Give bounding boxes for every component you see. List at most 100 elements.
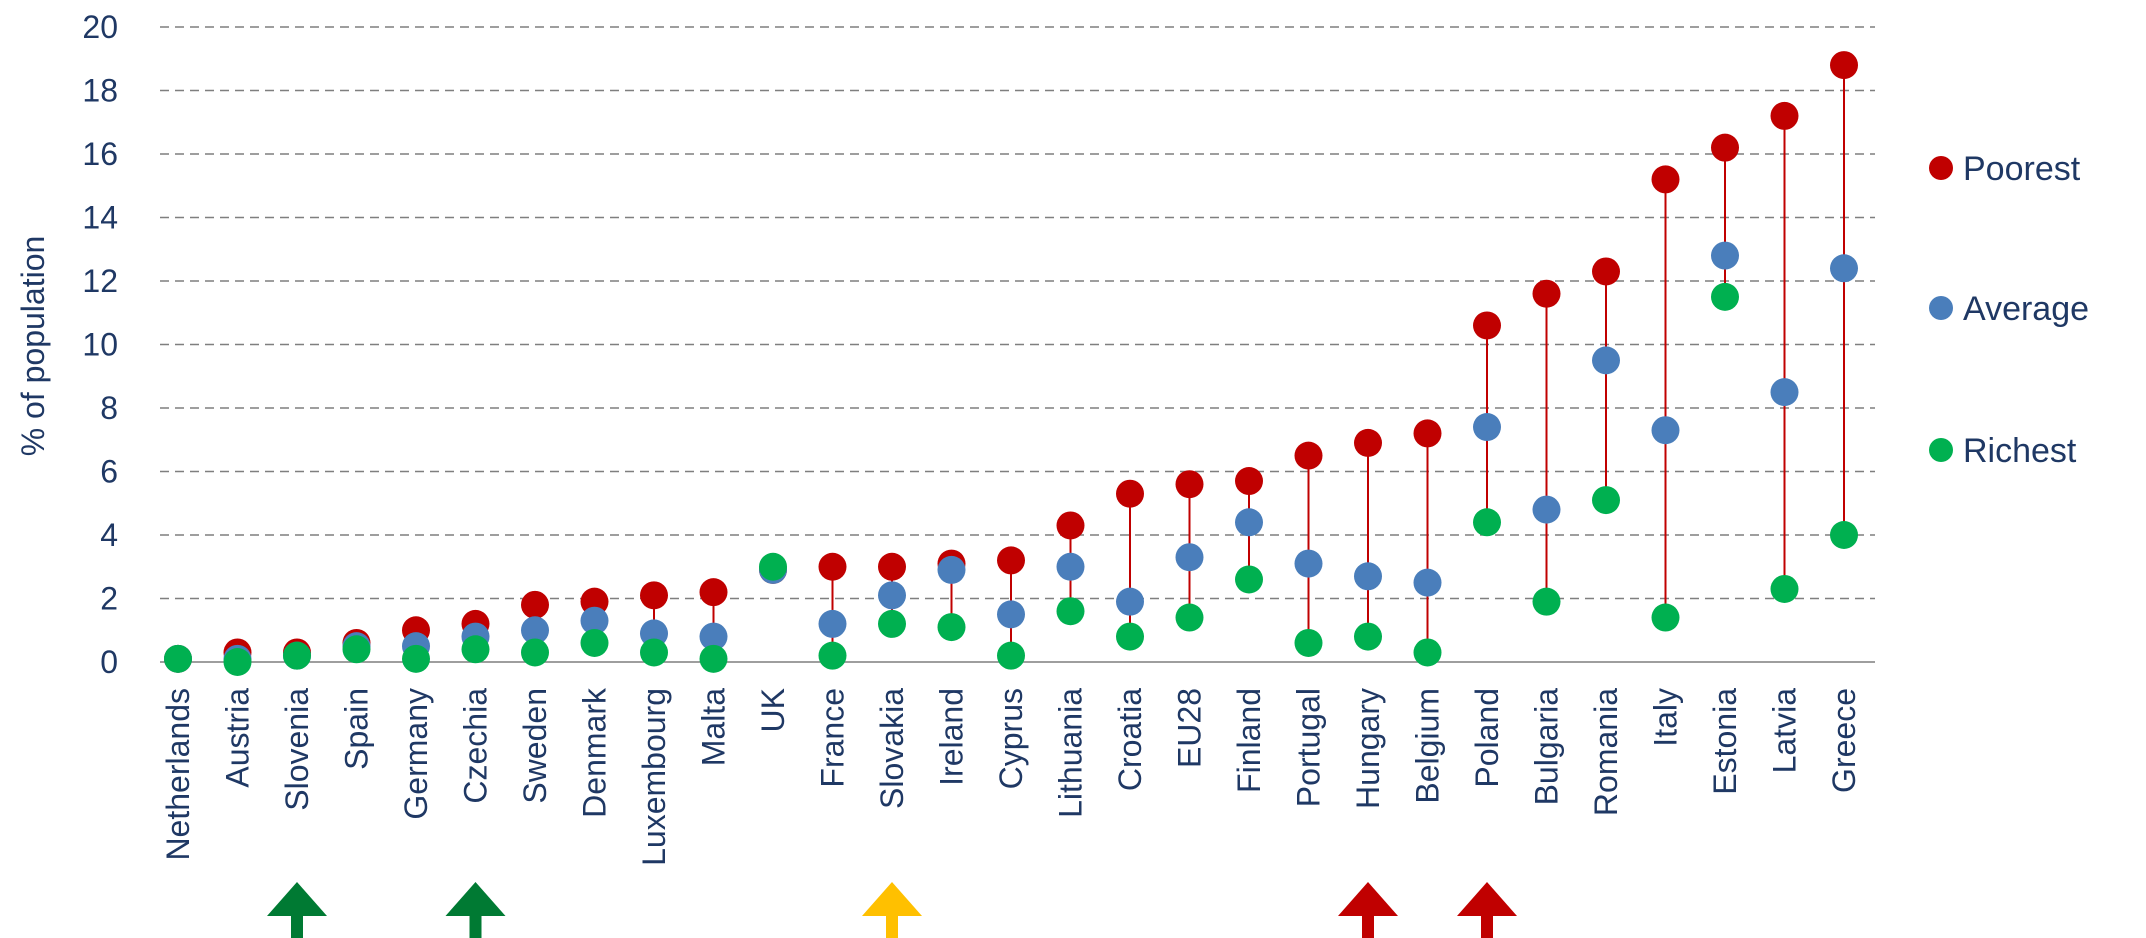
point-poorest: [818, 552, 847, 581]
y-tick-label: 2: [100, 581, 118, 617]
x-category-label: Netherlands: [160, 688, 196, 861]
x-category-label: Poland: [1469, 688, 1505, 788]
x-category-label: Bulgaria: [1529, 688, 1565, 806]
x-category-label: Hungary: [1350, 688, 1386, 809]
point-poorest: [997, 546, 1025, 575]
legend-marker-poorest: [1929, 156, 1953, 180]
point-average: [1830, 254, 1858, 283]
x-category-label: Lithuania: [1053, 688, 1089, 818]
point-poorest: [1711, 133, 1739, 162]
legend-marker-richest: [1929, 438, 1953, 462]
point-richest: [1651, 603, 1680, 632]
data-points: [164, 51, 1858, 676]
legend-label-richest: Richest: [1963, 432, 2077, 470]
x-category-label: Cyprus: [993, 688, 1029, 789]
point-average: [580, 606, 609, 635]
point-richest: [1116, 622, 1144, 651]
point-average: [878, 581, 906, 610]
x-category-label: Romania: [1588, 688, 1624, 816]
point-poorest: [1592, 257, 1620, 286]
point-poorest: [699, 578, 728, 607]
point-richest: [937, 613, 966, 642]
point-richest: [1830, 521, 1858, 549]
point-richest: [1592, 486, 1620, 515]
arrow-head-slovenia: [267, 882, 327, 916]
x-category-label: Slovakia: [874, 688, 910, 809]
point-average: [521, 616, 549, 645]
y-tick-label: 14: [82, 200, 118, 236]
point-richest: [699, 644, 728, 673]
x-category-label: Spain: [339, 688, 375, 770]
y-axis-title: % of population: [15, 236, 51, 457]
x-category-label: Denmark: [577, 687, 613, 818]
y-tick-label: 20: [82, 9, 118, 45]
point-poorest: [521, 590, 549, 619]
legend-label-poorest: Poorest: [1963, 150, 2081, 188]
point-richest: [580, 628, 609, 657]
point-richest: [1294, 628, 1323, 657]
point-average: [937, 555, 966, 584]
point-richest: [223, 648, 252, 676]
point-richest: [997, 641, 1025, 670]
point-poorest: [878, 552, 906, 581]
point-poorest: [1413, 419, 1442, 448]
y-tick-label: 6: [100, 454, 118, 490]
point-richest: [640, 638, 668, 667]
point-richest: [1235, 565, 1263, 594]
x-category-label: Sweden: [517, 688, 553, 804]
y-tick-label: 18: [82, 73, 118, 109]
x-category-label: Malta: [696, 688, 732, 766]
point-richest: [878, 609, 906, 638]
arrow-shaft-slovakia: [886, 914, 898, 938]
point-poorest: [1651, 165, 1680, 194]
y-axis-ticks: 0 2 4 6 8 10 12 14 16 18 20: [82, 9, 118, 680]
point-poorest: [1235, 467, 1263, 496]
point-average: [1413, 568, 1442, 597]
arrow-head-slovakia: [862, 882, 922, 916]
point-average: [1235, 508, 1263, 537]
point-average: [1116, 587, 1144, 616]
point-richest: [1175, 603, 1204, 632]
point-poorest: [1116, 479, 1144, 508]
x-category-label: France: [815, 688, 851, 788]
point-richest: [461, 635, 490, 664]
x-category-label: Greece: [1826, 688, 1862, 793]
point-average: [1592, 346, 1620, 375]
x-category-label: EU28: [1172, 688, 1208, 768]
point-average: [1354, 562, 1382, 591]
x-category-label: Slovenia: [279, 688, 315, 811]
point-poorest: [1354, 428, 1382, 457]
point-poorest: [1830, 51, 1858, 80]
x-category-label: Latvia: [1767, 688, 1803, 774]
legend-marker-average: [1929, 296, 1953, 320]
y-tick-label: 10: [82, 327, 118, 363]
point-richest: [1056, 597, 1085, 626]
x-category-label: Croatia: [1112, 688, 1148, 791]
point-richest: [1711, 282, 1739, 311]
x-category-label: Czechia: [458, 688, 494, 804]
point-average: [818, 609, 847, 638]
highlight-arrows: [267, 882, 1517, 938]
x-category-label: Luxembourg: [636, 688, 672, 866]
x-category-label: UK: [755, 688, 791, 732]
point-richest: [759, 552, 787, 581]
point-richest: [1473, 508, 1501, 537]
arrow-head-czechia: [445, 882, 506, 916]
legend-label-average: Average: [1963, 290, 2089, 328]
x-category-label: Austria: [220, 688, 256, 788]
point-richest: [521, 638, 549, 667]
x-category-label: Italy: [1648, 688, 1684, 747]
y-tick-label: 8: [100, 390, 118, 426]
point-richest: [164, 644, 192, 673]
point-average: [1651, 416, 1680, 445]
point-average: [1056, 552, 1085, 581]
arrow-shaft-czechia: [469, 914, 482, 938]
y-tick-label: 12: [82, 263, 118, 299]
point-average: [1175, 543, 1204, 572]
x-category-label: Portugal: [1291, 688, 1327, 807]
point-richest: [818, 641, 847, 670]
point-average: [1532, 495, 1561, 524]
point-average: [1711, 241, 1739, 270]
point-average: [1294, 549, 1323, 578]
arrow-head-hungary: [1338, 882, 1398, 916]
